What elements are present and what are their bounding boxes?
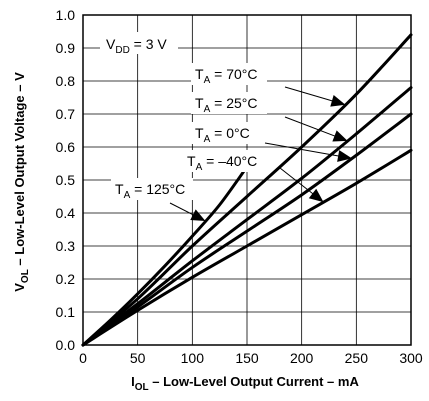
series-line-ta-125	[81, 165, 249, 347]
series-line-ta-25	[81, 86, 413, 347]
x-tick-label-250: 250	[345, 350, 369, 366]
series-label-bg	[191, 63, 267, 85]
tick-labels: 0 50 100 150 200 250 300 0.0 0.1 0.2 0.3 0.4 0.5 0.6 0…	[56, 7, 423, 366]
x-tick-label-100: 100	[181, 350, 205, 366]
y-tick-label-1: 1.0	[56, 7, 76, 23]
annotation-arrowhead	[332, 130, 348, 142]
y-tick-label-0.3: 0.3	[56, 238, 76, 254]
plot-frame	[82, 14, 412, 346]
annotations: VDD = 3 V TA = 125°C TA = 70°C TA = 25°C TA …	[100, 32, 353, 222]
series-label-bg	[191, 122, 255, 144]
series-label-ta-minus40: TA = –40°C	[187, 153, 257, 173]
series-line-ta-70	[81, 33, 413, 347]
series-line-ta-0	[81, 112, 413, 347]
series-label-ta-70: TA = 70°C	[195, 66, 257, 86]
plot-border	[82, 14, 412, 346]
x-tick-label-300: 300	[399, 350, 423, 366]
annotation-arrowhead	[337, 150, 352, 162]
annotation-arrow-line	[264, 142, 353, 159]
annotation-arrowhead	[190, 209, 206, 222]
annotation-arrowhead	[308, 188, 324, 203]
x-tick-label-0: 0	[79, 350, 87, 366]
series-label-ta-125: TA = 125°C	[115, 181, 185, 201]
series-label-bg	[183, 150, 261, 172]
x-tick-label-200: 200	[290, 350, 314, 366]
x-axis-label: IOL – Low-Level Output Current – mA	[131, 374, 359, 393]
y-tick-label-0.1: 0.1	[56, 304, 76, 320]
y-tick-label-0.8: 0.8	[56, 73, 76, 89]
y-tick-label-0.2: 0.2	[56, 271, 76, 287]
y-axis-label: VOL – Low-Level Output Voltage – V	[12, 72, 31, 292]
axis-labels: IOL – Low-Level Output Current – mA VOL –…	[12, 72, 359, 393]
condition-label-bg	[100, 32, 178, 54]
series-label-bg	[111, 178, 193, 200]
y-tick-label-0.6: 0.6	[56, 139, 76, 155]
y-tick-label-0.4: 0.4	[56, 205, 76, 221]
y-tick-label-0.9: 0.9	[56, 40, 76, 56]
series-lines	[81, 33, 413, 347]
series-label-ta-0: TA = 0°C	[195, 125, 250, 145]
series-line-ta-minus40	[81, 148, 413, 347]
series-label-bg	[191, 92, 267, 114]
x-tick-label-50: 50	[130, 350, 146, 366]
series-label-ta-25: TA = 25°C	[195, 95, 257, 115]
annotation-arrowhead	[330, 95, 346, 107]
y-tick-label-0.5: 0.5	[56, 172, 76, 188]
vdd-condition-label: VDD = 3 V	[106, 36, 167, 56]
x-tick-label-150: 150	[235, 350, 259, 366]
y-tick-label-0.7: 0.7	[56, 106, 76, 122]
y-tick-label-0: 0.0	[56, 337, 76, 353]
